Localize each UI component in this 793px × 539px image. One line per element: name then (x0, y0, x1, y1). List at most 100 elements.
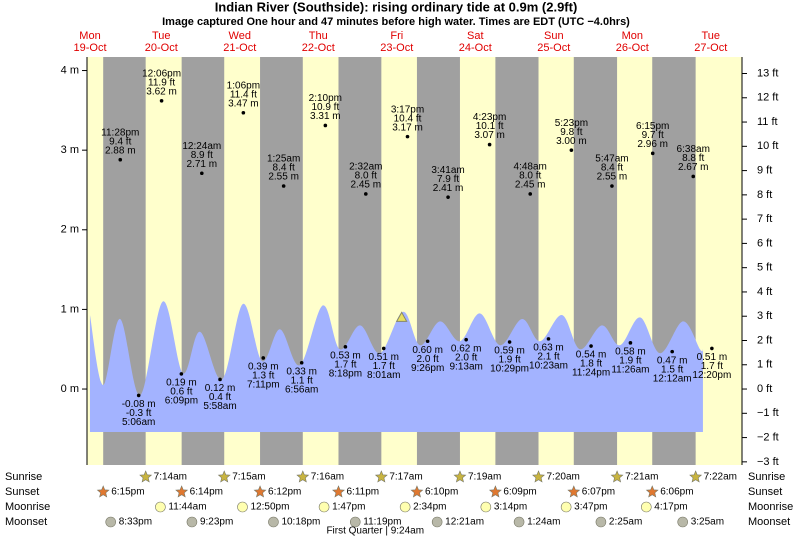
tide-label: 9.4 ft (109, 136, 131, 147)
tide-label: 0.51 m (368, 352, 399, 363)
tide-label: 11.4 ft (230, 89, 257, 100)
tide-label: 1:25am (267, 154, 300, 165)
y-tick-label: 0 m (61, 383, 79, 395)
event-icon (237, 501, 248, 513)
tide-label: 2.88 m (105, 145, 136, 156)
tide-label: 2.1 ft (537, 352, 559, 363)
tide-label: 2:10pm (309, 93, 342, 104)
tide-label: 5:47am (595, 154, 628, 165)
tide-label: 0.54 m (576, 350, 607, 361)
y2-tick-label: 7 ft (757, 213, 772, 225)
tide-label: 2.0 ft (416, 354, 438, 365)
tide-label: 3.62 m (146, 86, 177, 97)
y2-tick-label: 10 ft (757, 140, 778, 152)
day-date: 21-Oct (223, 42, 256, 54)
y2-tick-label: −2 ft (757, 431, 779, 443)
tide-label: 2.55 m (268, 172, 299, 183)
event-icon (595, 516, 607, 528)
moon-phase: First Quarter | 9:24am (326, 526, 424, 537)
event-icon (105, 516, 117, 528)
tide-label: 9.7 ft (642, 130, 664, 141)
event-icon (677, 516, 689, 528)
tide-label: 2.71 m (187, 159, 218, 170)
event-icon (217, 470, 231, 483)
tide-label: 0.58 m (615, 346, 646, 357)
day-weekday: Tue (702, 30, 721, 42)
event-time: 6:11pm (346, 487, 379, 498)
event-time: 3:14pm (494, 502, 527, 513)
tide-label: 4:48am (514, 162, 547, 173)
event-time: 12:21am (445, 517, 484, 528)
tide-dot (299, 360, 304, 365)
row-label-right: Sunrise (748, 471, 785, 483)
tide-label: 12:12am (653, 373, 692, 384)
tide-dot (464, 337, 468, 342)
current-level (395, 311, 408, 322)
tide-label: 0.33 m (286, 366, 317, 377)
y2-tick-label: 6 ft (757, 237, 772, 249)
tide-label: 8.8 ft (682, 153, 704, 164)
tide-dot (136, 393, 141, 398)
y2-tick-label: 13 ft (757, 67, 778, 79)
event-icon (296, 470, 310, 483)
tide-label: 0.4 ft (209, 392, 231, 403)
event-time: 11:19pm (363, 517, 401, 528)
tide-label: 1:06pm (227, 80, 260, 91)
chart-subtitle: Image captured One hour and 47 minutes b… (162, 16, 630, 28)
tide-label: 11:26am (611, 364, 649, 375)
tide-label: 1.7 ft (701, 361, 723, 372)
y2-tick-label: 1 ft (757, 359, 772, 371)
tide-label: -0.3 ft (126, 408, 152, 419)
event-time: 7:14am (154, 472, 187, 483)
tide-dot (218, 377, 222, 382)
tide-label: 8.0 ft (519, 171, 541, 182)
event-time: 3:25am (691, 517, 724, 528)
event-icon (480, 501, 492, 513)
event-time: 3:47pm (574, 502, 607, 513)
tide-label: 0.60 m (412, 345, 443, 356)
event-time: 7:19am (468, 472, 501, 483)
tide-label: 4:23pm (473, 112, 506, 123)
tide-label: 10.1 ft (476, 121, 504, 132)
event-icon (186, 516, 198, 528)
event-icon (399, 501, 411, 513)
event-time: 7:20am (547, 472, 580, 483)
tide-dot (670, 349, 674, 354)
day-date: 20-Oct (145, 42, 178, 54)
tide-dot (628, 341, 633, 345)
day-date: 23-Oct (380, 42, 413, 54)
row-label: Moonrise (5, 501, 50, 513)
event-icon (318, 501, 330, 513)
tide-dot (650, 151, 655, 156)
tide-dot (507, 340, 512, 344)
tide-label: 8:01am (367, 370, 400, 381)
tide-label: 2:32am (349, 162, 382, 173)
event-time: 6:15pm (111, 487, 144, 498)
tide-label: 3:41am (431, 165, 464, 176)
day-weekday: Sat (467, 30, 484, 42)
event-icon (374, 470, 388, 483)
day-weekday: Wed (229, 30, 251, 42)
tide-label: 0.19 m (166, 378, 197, 389)
tide-label: 2.55 m (597, 172, 628, 183)
y2-tick-label: 12 ft (757, 92, 778, 104)
tide-label: 6:56am (285, 384, 318, 395)
tide-dot (589, 344, 593, 348)
day-date: 26-Oct (616, 42, 649, 54)
tide-dot (200, 171, 204, 176)
tide-label: 2.45 m (515, 180, 546, 191)
y2-tick-label: 9 ft (757, 164, 772, 176)
tide-dot (343, 345, 348, 349)
day-date: 25-Oct (537, 42, 570, 54)
tide-label: 0.12 m (205, 383, 236, 394)
event-icon (453, 470, 467, 483)
event-time: 6:10pm (425, 487, 458, 498)
tide-dot (159, 98, 164, 103)
tide-label: 0.47 m (657, 355, 688, 366)
tide-label: 7.9 ft (437, 174, 459, 185)
tide-label: 9.8 ft (560, 127, 582, 138)
event-time: 7:15am (232, 472, 265, 483)
tide-label: 2.41 m (433, 183, 464, 194)
event-time: 4:17pm (654, 502, 687, 513)
day-date: 19-Oct (73, 42, 106, 54)
